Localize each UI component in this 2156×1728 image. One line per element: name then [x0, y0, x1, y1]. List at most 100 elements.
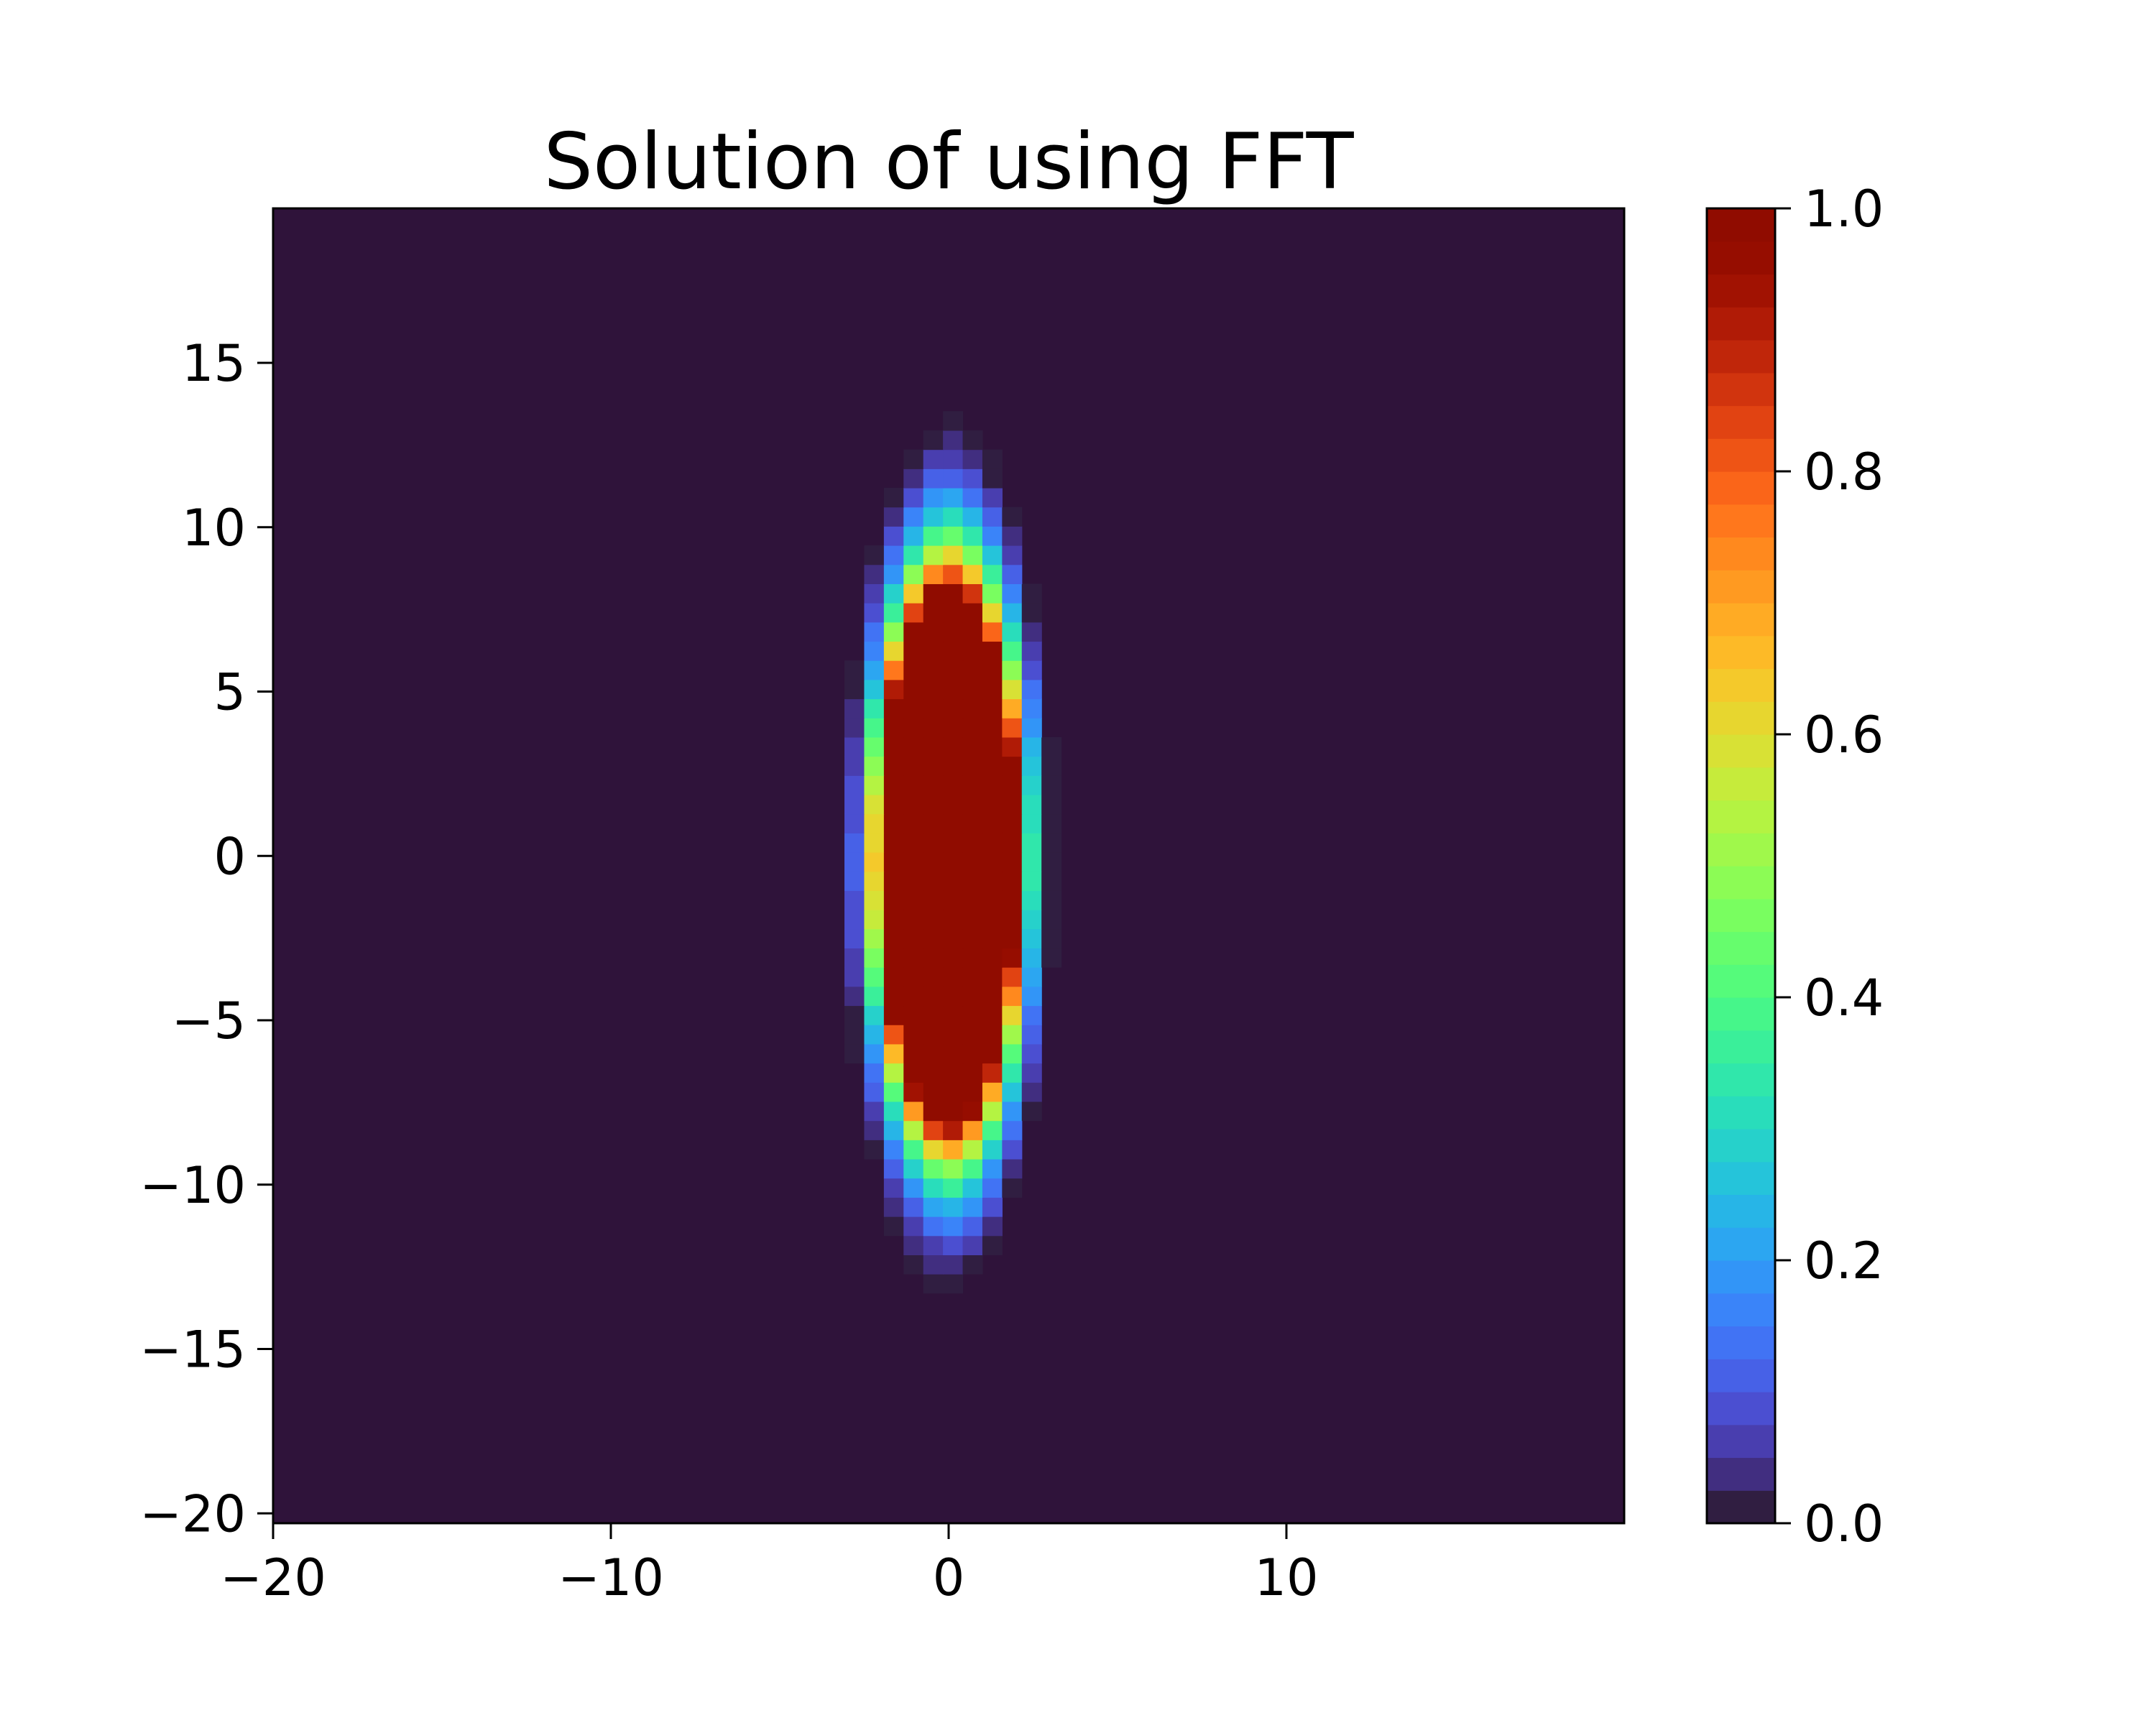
colorbar-segment: [1707, 537, 1775, 570]
heatmap-cell: [982, 468, 1003, 489]
heatmap-cell: [962, 430, 983, 451]
heatmap-cell: [1021, 698, 1042, 719]
heatmap-cell: [1002, 794, 1023, 815]
heatmap-cell: [962, 1197, 983, 1217]
heatmap-cell: [883, 622, 904, 642]
heatmap-cell: [943, 1158, 964, 1179]
x-axis: −20 −10 0 10: [220, 1523, 1319, 1607]
heatmap-cell: [962, 910, 983, 930]
heatmap-cell: [1041, 813, 1062, 833]
heatmap-cell: [1021, 641, 1042, 661]
heatmap-cell: [982, 1025, 1003, 1045]
heatmap-cell: [844, 871, 865, 891]
colorbar-segment: [1707, 471, 1775, 505]
heatmap-cell: [903, 660, 924, 680]
heatmap-cell: [982, 1043, 1003, 1064]
heatmap-cell: [1002, 603, 1023, 623]
heatmap-cell: [883, 851, 904, 872]
heatmap-cell: [923, 736, 944, 757]
heatmap-cell: [844, 813, 865, 833]
heatmap-cell: [923, 430, 944, 451]
colorbar-tick-label: 0.4: [1804, 969, 1884, 1027]
heatmap-cell: [883, 833, 904, 853]
heatmap-cell: [864, 851, 885, 872]
heatmap-cell: [1002, 756, 1023, 776]
heatmap-cell: [864, 583, 885, 604]
heatmap-cell: [943, 641, 964, 661]
colorbar-segment: [1707, 800, 1775, 833]
heatmap-cell: [903, 487, 924, 508]
colorbar-segment: [1707, 570, 1775, 604]
colorbar-segment: [1707, 340, 1775, 374]
heatmap-cell: [903, 718, 924, 738]
heatmap-cell: [962, 1063, 983, 1083]
heatmap-cell: [903, 641, 924, 661]
heatmap-cell: [943, 948, 964, 968]
heatmap-cell: [864, 564, 885, 584]
heatmap-cell: [883, 1140, 904, 1160]
y-tick-label: −10: [139, 1156, 246, 1215]
y-tick-label: 0: [213, 827, 246, 886]
heatmap-cell: [982, 871, 1003, 891]
heatmap-cell: [883, 756, 904, 776]
heatmap-cell: [1021, 756, 1042, 776]
heatmap-cell: [943, 890, 964, 910]
heatmap-cell: [844, 1025, 865, 1045]
heatmap-cell: [844, 948, 865, 968]
heatmap-cell: [982, 545, 1003, 565]
heatmap-cell: [962, 1120, 983, 1140]
heatmap-cell: [943, 1005, 964, 1025]
colorbar-segment: [1707, 1063, 1775, 1096]
heatmap-cell: [962, 851, 983, 872]
heatmap-cell: [903, 928, 924, 949]
colorbar-segment: [1707, 307, 1775, 341]
heatmap-cell: [943, 1140, 964, 1160]
heatmap-cell: [1021, 583, 1042, 604]
heatmap-cell: [1041, 736, 1062, 757]
heatmap-cell: [962, 1158, 983, 1179]
heatmap-cell: [1041, 756, 1062, 776]
colorbar-segment: [1707, 1129, 1775, 1163]
heatmap-cell: [864, 910, 885, 930]
heatmap-cell: [982, 1101, 1003, 1122]
heatmap-cell: [982, 641, 1003, 661]
colorbar-segment: [1707, 603, 1775, 637]
x-tick-label: −10: [558, 1548, 664, 1607]
heatmap-cell: [982, 507, 1003, 527]
heatmap-cell: [1002, 813, 1023, 833]
heatmap-cell: [923, 1178, 944, 1198]
heatmap-cell: [962, 775, 983, 795]
heatmap-cell: [1021, 1025, 1042, 1045]
heatmap-cell: [883, 698, 904, 719]
heatmap-cell: [982, 1216, 1003, 1237]
heatmap-cell: [864, 718, 885, 738]
heatmap-cell: [962, 928, 983, 949]
heatmap-cell: [1002, 1140, 1023, 1160]
heatmap-cell: [923, 986, 944, 1007]
heatmap-cell: [883, 928, 904, 949]
colorbar-tick-label: 0.8: [1804, 443, 1884, 502]
heatmap-cell: [1021, 775, 1042, 795]
heatmap-cell: [982, 1120, 1003, 1140]
heatmap-cell: [883, 948, 904, 968]
heatmap-cell: [962, 564, 983, 584]
heatmap-cell: [883, 986, 904, 1007]
heatmap-cell: [923, 1235, 944, 1255]
heatmap-cell: [1002, 679, 1023, 700]
heatmap-cell: [1021, 967, 1042, 987]
heatmap-cell: [923, 1082, 944, 1102]
heatmap-cell: [962, 890, 983, 910]
heatmap-cell: [923, 718, 944, 738]
heatmap-cell: [1002, 1178, 1023, 1198]
colorbar-segment: [1707, 833, 1775, 867]
heatmap-cell: [943, 1235, 964, 1255]
heatmap-cell: [962, 468, 983, 489]
colorbar-segment: [1707, 1096, 1775, 1129]
colorbar-segment: [1707, 866, 1775, 900]
heatmap-cell: [923, 1120, 944, 1140]
heatmap-cell: [864, 698, 885, 719]
colorbar-segment: [1707, 504, 1775, 538]
heatmap-cell: [923, 833, 944, 853]
heatmap-cell: [883, 910, 904, 930]
heatmap-cell: [1041, 851, 1062, 872]
